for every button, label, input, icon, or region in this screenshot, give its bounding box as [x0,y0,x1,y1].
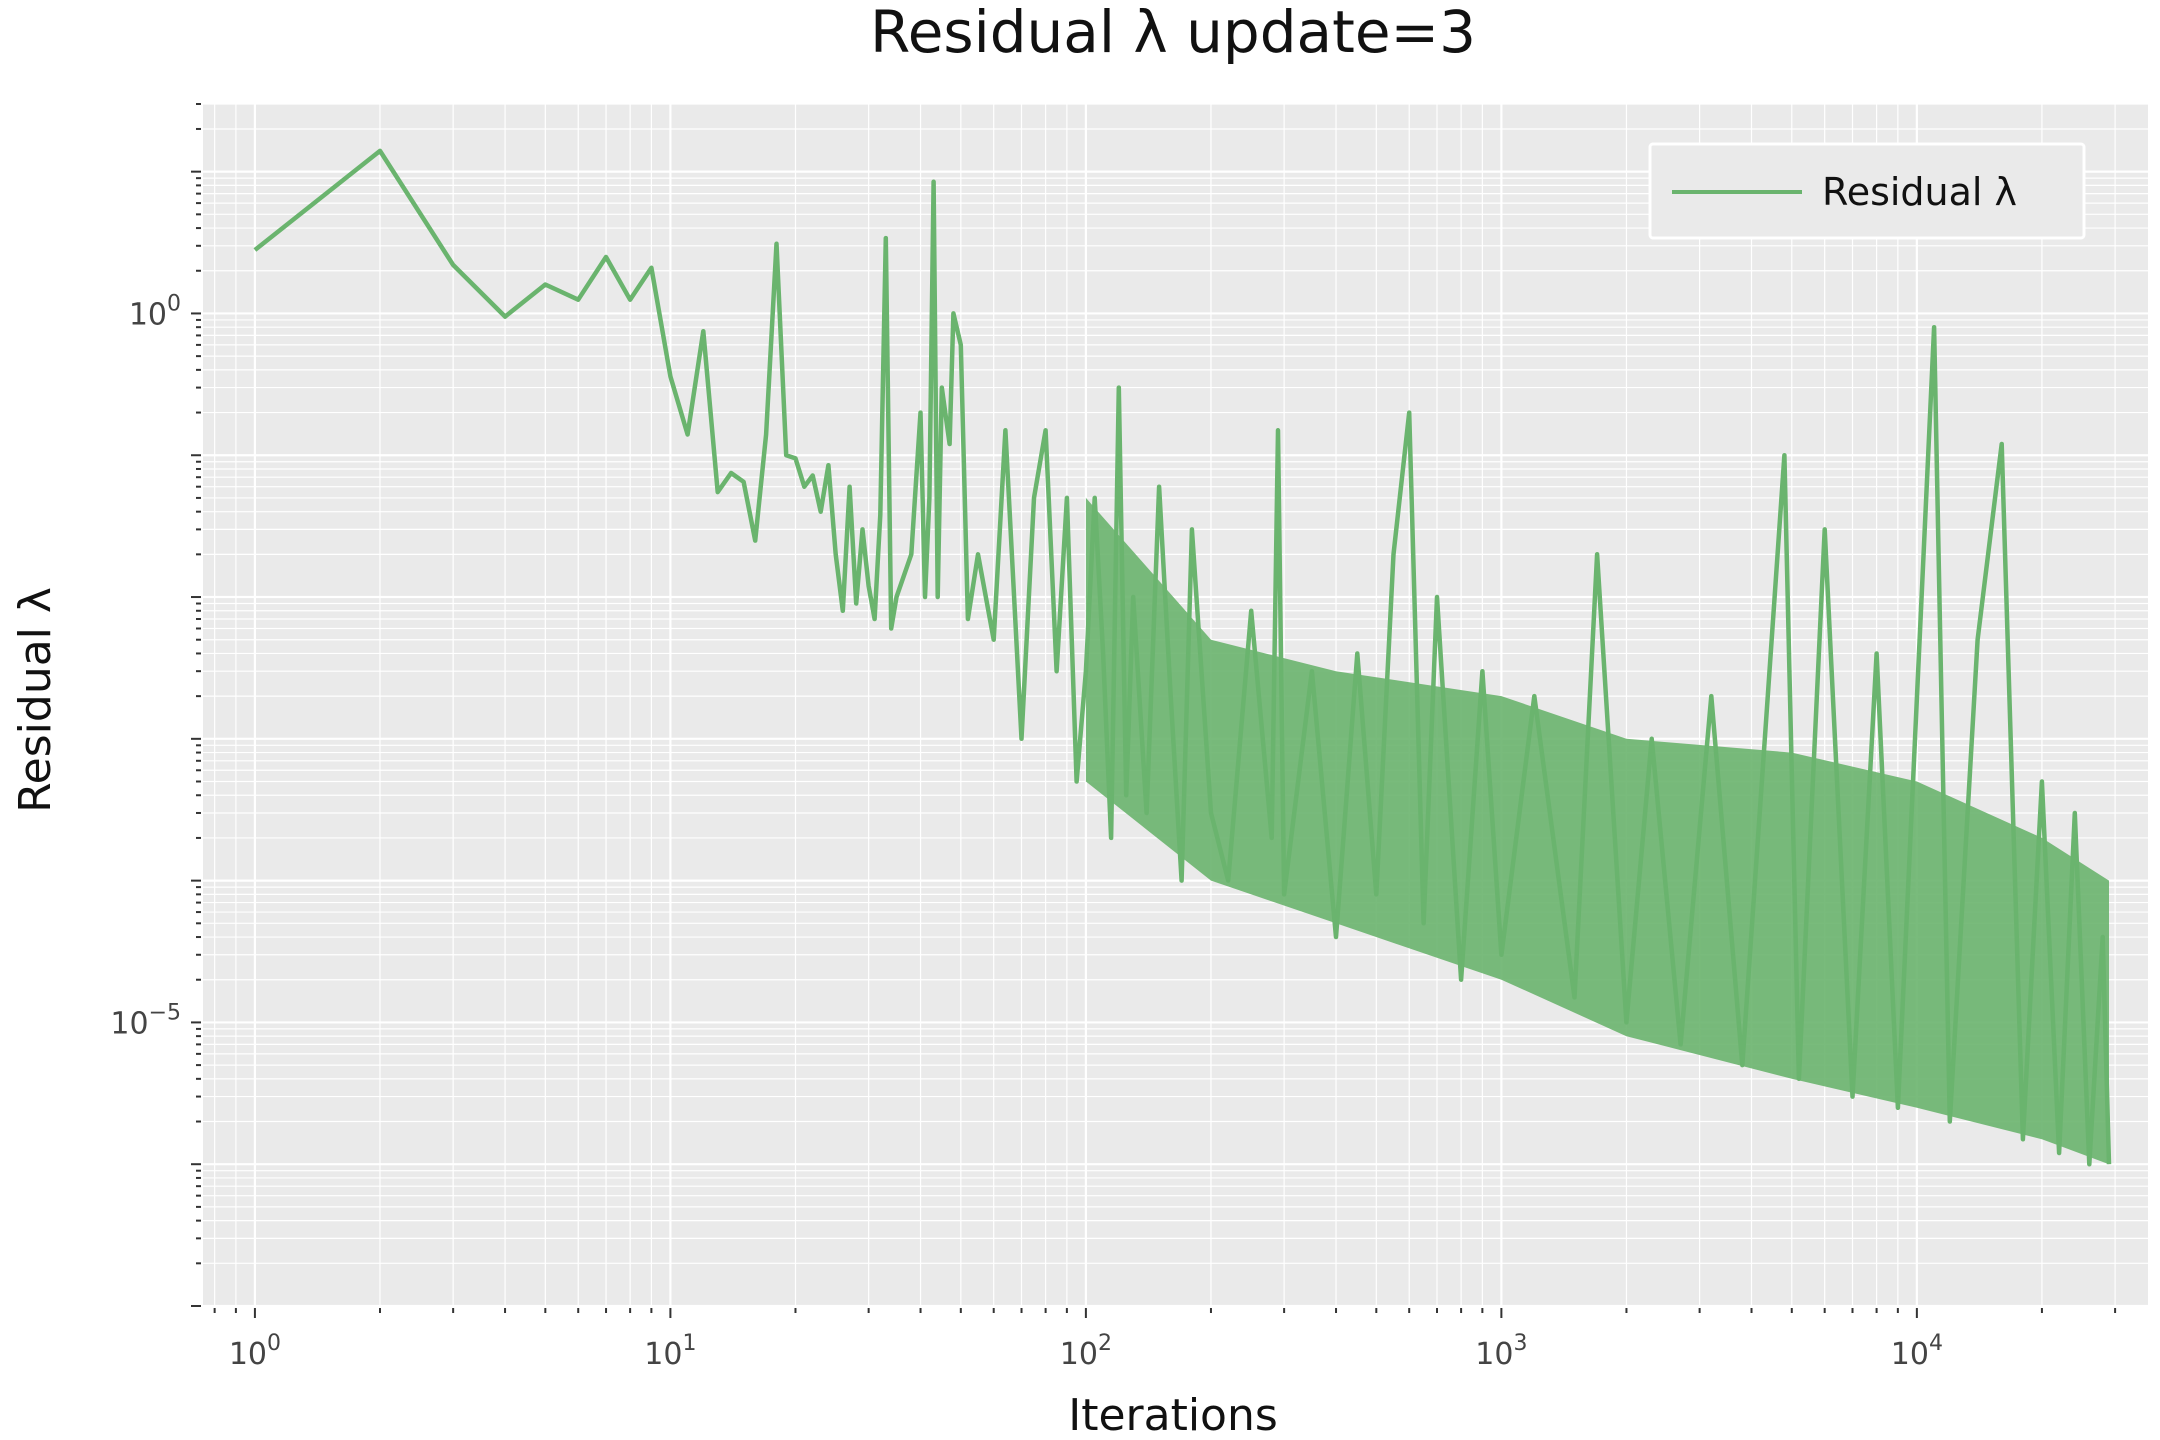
series-layer [253,148,2112,1167]
chart-title: Residual λ update=3 [870,0,1476,66]
y-axis: 10−5 100 [110,103,201,1307]
x-tick-label: 102 [1060,1331,1112,1372]
series-band [1085,497,2109,1165]
y-tick-label: 10−5 [110,1000,181,1041]
x-tick-label: 101 [644,1331,696,1372]
legend-box [1648,142,2086,240]
y-axis-label: Residual λ [10,587,61,813]
legend-label: Residual λ [1822,170,2017,214]
x-axis: 100 101 102 103 104 [213,1308,2117,1372]
series-line [253,148,2112,1167]
legend: Residual λ [1648,142,2086,240]
x-tick-label: 104 [1891,1331,1943,1372]
x-tick-label: 103 [1475,1331,1527,1372]
x-axis-label: Iterations [1068,1390,1278,1440]
y-tick-label: 100 [129,291,181,332]
x-tick-label: 100 [229,1331,281,1372]
